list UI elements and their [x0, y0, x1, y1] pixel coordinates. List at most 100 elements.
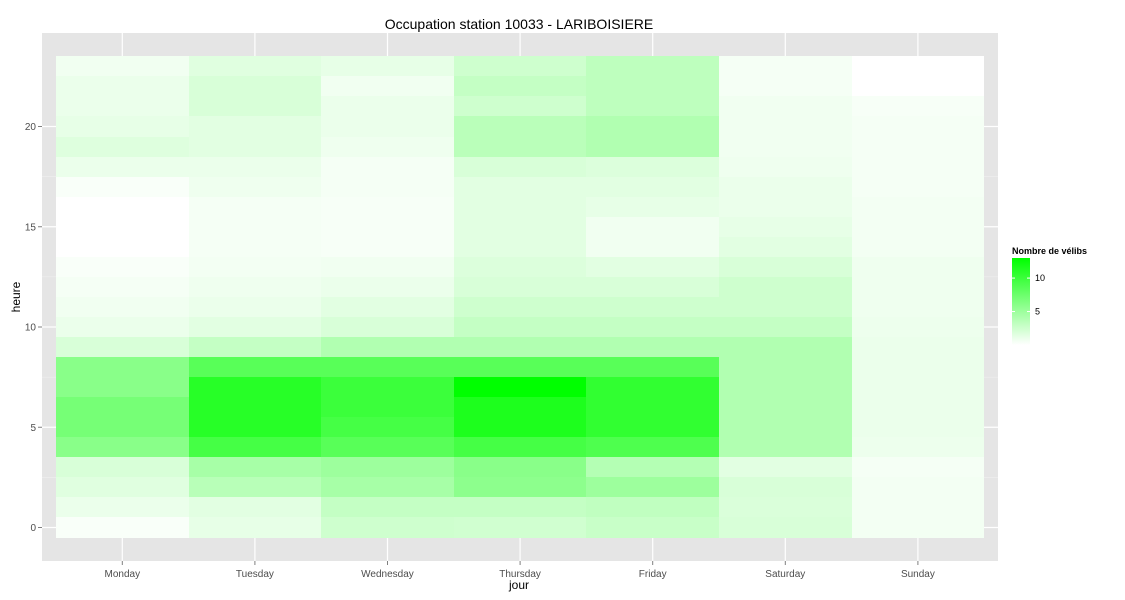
heatmap-cell: [852, 257, 984, 277]
heatmap-cell: [189, 237, 321, 257]
heatmap-cell: [719, 337, 852, 357]
heatmap-cell: [189, 417, 321, 437]
heatmap-cell: [56, 197, 189, 217]
heatmap-cell: [56, 277, 189, 297]
chart-title: Occupation station 10033 - LARIBOISIERE: [385, 16, 653, 32]
heatmap-cell: [454, 317, 586, 337]
heatmap-cell: [586, 237, 719, 257]
y-axis: 0 5 10 15 20: [25, 122, 42, 534]
heatmap-cell: [586, 477, 719, 497]
heatmap-cell: [586, 157, 719, 177]
heatmap-cell: [719, 277, 852, 297]
heatmap-cell: [852, 497, 984, 517]
heatmap-cell: [56, 457, 189, 477]
heatmap-cell: [56, 96, 189, 116]
heatmap-cell: [454, 297, 586, 317]
heatmap-cell: [321, 337, 454, 357]
heatmap-cell: [454, 377, 586, 397]
heatmap-cell: [56, 437, 189, 457]
heatmap-tiles: [56, 56, 984, 538]
heatmap-cell: [719, 437, 852, 457]
heatmap-cell: [719, 317, 852, 337]
heatmap-cell: [454, 517, 586, 538]
heatmap-cell: [586, 297, 719, 317]
heatmap-cell: [586, 116, 719, 137]
heatmap-cell: [454, 237, 586, 257]
heatmap-cell: [321, 297, 454, 317]
heatmap-cell: [321, 96, 454, 116]
heatmap-cell: [719, 197, 852, 217]
heatmap-cell: [719, 377, 852, 397]
heatmap-cell: [56, 397, 189, 417]
heatmap-cell: [852, 76, 984, 96]
heatmap-cell: [586, 517, 719, 538]
heatmap-cell: [321, 237, 454, 257]
heatmap-cell: [321, 116, 454, 137]
heatmap-cell: [321, 377, 454, 397]
heatmap-cell: [189, 337, 321, 357]
heatmap-cell: [189, 497, 321, 517]
heatmap-cell: [454, 76, 586, 96]
heatmap-cell: [586, 257, 719, 277]
heatmap-cell: [852, 517, 984, 538]
heatmap-cell: [321, 517, 454, 538]
heatmap-cell: [454, 477, 586, 497]
heatmap-cell: [719, 297, 852, 317]
heatmap-cell: [189, 116, 321, 137]
heatmap-cell: [852, 277, 984, 297]
heatmap-cell: [454, 96, 586, 116]
x-tick-label: Wednesday: [361, 569, 414, 580]
heatmap-cell: [56, 417, 189, 437]
heatmap-cell: [321, 417, 454, 437]
heatmap-cell: [321, 56, 454, 76]
heatmap-cell: [56, 76, 189, 96]
heatmap-cell: [719, 417, 852, 437]
heatmap-cell: [454, 277, 586, 297]
heatmap-cell: [719, 457, 852, 477]
heatmap-cell: [321, 76, 454, 96]
heatmap-cell: [56, 237, 189, 257]
heatmap-cell: [719, 257, 852, 277]
heatmap-cell: [189, 377, 321, 397]
heatmap-cell: [189, 477, 321, 497]
heatmap-cell: [321, 497, 454, 517]
heatmap-cell: [321, 357, 454, 377]
y-tick-label: 10: [25, 323, 37, 334]
heatmap-cell: [852, 357, 984, 377]
heatmap-cell: [852, 96, 984, 116]
heatmap-cell: [454, 197, 586, 217]
x-tick-label: Tuesday: [236, 569, 274, 580]
heatmap-cell: [852, 157, 984, 177]
heatmap-cell: [321, 177, 454, 197]
heatmap-cell: [586, 377, 719, 397]
x-tick-label: Monday: [105, 569, 141, 580]
heatmap-cell: [189, 197, 321, 217]
heatmap-cell: [56, 116, 189, 137]
heatmap-cell: [586, 337, 719, 357]
y-tick-label: 5: [30, 423, 36, 434]
heatmap-cell: [454, 337, 586, 357]
heatmap-cell: [852, 437, 984, 457]
heatmap-cell: [189, 357, 321, 377]
heatmap-cell: [852, 137, 984, 157]
heatmap-cell: [852, 56, 984, 76]
heatmap-cell: [586, 137, 719, 157]
heatmap-cell: [719, 56, 852, 76]
heatmap-cell: [586, 96, 719, 116]
heatmap-cell: [189, 56, 321, 76]
legend-title: Nombre de vélibs: [1012, 246, 1087, 256]
heatmap-cell: [189, 437, 321, 457]
heatmap-cell: [586, 417, 719, 437]
heatmap-cell: [454, 56, 586, 76]
heatmap-cell: [852, 116, 984, 137]
heatmap-cell: [189, 517, 321, 538]
heatmap-cell: [189, 257, 321, 277]
heatmap-cell: [719, 137, 852, 157]
heatmap-cell: [321, 197, 454, 217]
heatmap-cell: [321, 397, 454, 417]
y-tick-label: 0: [30, 523, 36, 534]
heatmap-cell: [454, 497, 586, 517]
x-tick-label: Friday: [639, 569, 667, 580]
heatmap-cell: [321, 457, 454, 477]
heatmap-cell: [719, 237, 852, 257]
